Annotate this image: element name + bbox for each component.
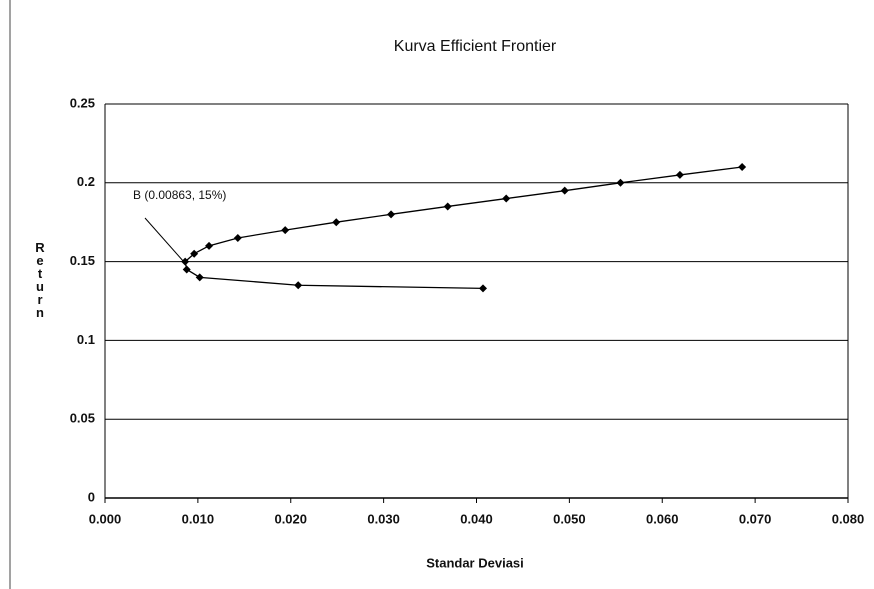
y-tick-label: 0 <box>88 489 95 504</box>
x-tick-label: 0.070 <box>739 511 772 526</box>
data-point <box>738 163 746 171</box>
x-tick-label: 0.030 <box>367 511 400 526</box>
x-tick-label: 0.020 <box>274 511 307 526</box>
annotation: B (0.00863, 15%) <box>133 188 226 202</box>
annotation-leader <box>145 218 184 262</box>
y-tick-label: 0.15 <box>70 253 95 268</box>
data-point <box>294 281 302 289</box>
x-axis-label: Standar Deviasi <box>426 555 524 570</box>
data-point <box>196 273 204 281</box>
data-point <box>234 234 242 242</box>
data-point <box>183 265 191 273</box>
x-tick-label: 0.080 <box>832 511 865 526</box>
x-tick-label: 0.010 <box>182 511 215 526</box>
x-tick-label: 0.050 <box>553 511 586 526</box>
chart-title: Kurva Efficient Frontier <box>394 38 557 55</box>
y-tick-label: 0.2 <box>77 174 95 189</box>
y-axis-label: Return <box>33 240 48 318</box>
data-point <box>387 210 395 218</box>
chart: Kurva Efficient Frontier Standar Deviasi… <box>0 0 874 589</box>
x-tick-label: 0.040 <box>460 511 493 526</box>
data-point <box>676 171 684 179</box>
y-tick-label: 0.1 <box>77 332 95 347</box>
y-tick-label: 0.05 <box>70 411 95 426</box>
data-point <box>502 195 510 203</box>
data-point <box>205 242 213 250</box>
data-point <box>479 284 487 292</box>
data-point <box>616 179 624 187</box>
series-line <box>185 167 742 288</box>
data-point <box>281 226 289 234</box>
x-tick-label: 0.060 <box>646 511 679 526</box>
data-point <box>444 202 452 210</box>
x-tick-label: 0.000 <box>89 511 122 526</box>
data-point <box>561 187 569 195</box>
data-point <box>332 218 340 226</box>
y-tick-label: 0.25 <box>70 95 95 110</box>
